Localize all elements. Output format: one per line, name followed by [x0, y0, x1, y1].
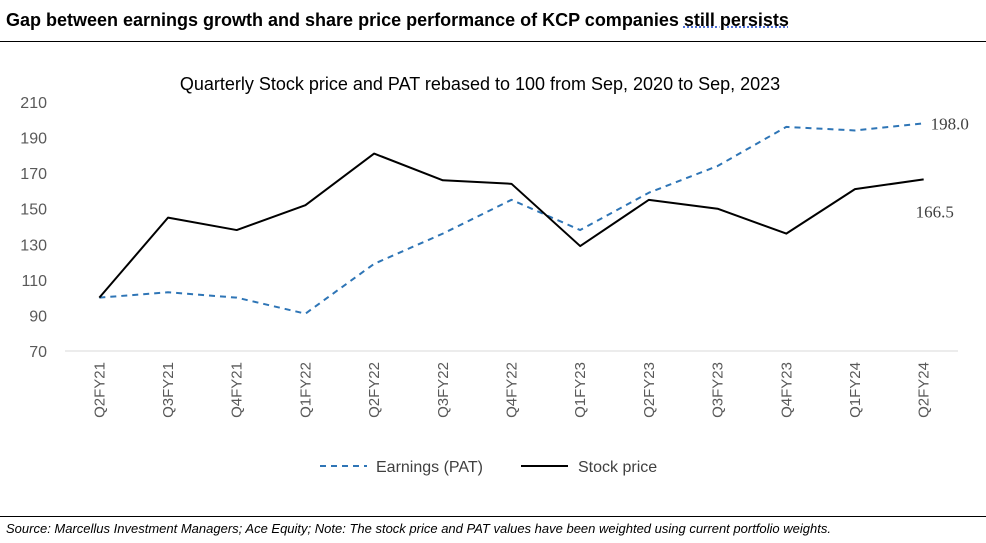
- x-tick-label: Q4FY23: [778, 362, 795, 418]
- y-tick-label: 90: [29, 308, 47, 325]
- chart-title: Quarterly Stock price and PAT rebased to…: [180, 74, 780, 94]
- y-tick-label: 190: [20, 131, 47, 148]
- x-tick-label: Q1FY22: [297, 362, 314, 418]
- top-divider: [0, 41, 986, 42]
- series-line: [99, 122, 924, 315]
- x-tick-label: Q4FY22: [504, 362, 521, 418]
- y-tick-label: 170: [20, 166, 47, 183]
- x-axis-ticks: Q2FY21 Q3FY21 Q4FY21 Q1FY22 Q2FY22 Q3FY22 Q4FY…: [91, 362, 932, 418]
- x-tick-label: Q2FY22: [366, 362, 383, 418]
- legend-label: Earnings (PAT): [376, 459, 483, 476]
- series-end-label: 166.5: [916, 202, 954, 221]
- legend-label: Stock price: [578, 459, 657, 476]
- y-tick-label: 70: [29, 344, 47, 361]
- x-tick-label: Q3FY22: [435, 362, 452, 418]
- headline: Gap between earnings growth and share pr…: [6, 10, 789, 31]
- end-labels: 198.0 166.5: [916, 114, 969, 221]
- x-tick-label: Q1FY24: [847, 362, 864, 418]
- legend: Earnings (PAT) Stock price: [320, 459, 657, 476]
- y-axis-ticks: 70 90 110 130 150 170 190 210: [20, 95, 47, 361]
- series-line: [98, 152, 924, 299]
- x-tick-label: Q2FY24: [916, 362, 933, 418]
- y-tick-label: 210: [20, 95, 47, 112]
- x-tick-label: Q1FY23: [572, 362, 589, 418]
- x-tick-label: Q4FY21: [229, 362, 246, 418]
- x-tick-label: Q3FY21: [160, 362, 177, 418]
- headline-emphasis: still persists: [683, 10, 789, 30]
- line-chart: Quarterly Stock price and PAT rebased to…: [20, 74, 969, 476]
- y-tick-label: 150: [20, 202, 47, 219]
- series-group: [98, 122, 924, 315]
- x-tick-label: Q2FY23: [641, 362, 658, 418]
- y-tick-label: 110: [21, 273, 47, 290]
- x-tick-label: Q3FY23: [710, 362, 727, 418]
- x-tick-label: Q2FY21: [91, 362, 108, 418]
- bottom-divider: [0, 516, 986, 517]
- source-note: Source: Marcellus Investment Managers; A…: [6, 521, 831, 536]
- series-end-label: 198.0: [931, 114, 969, 133]
- y-tick-label: 130: [20, 237, 47, 254]
- headline-main: Gap between earnings growth and share pr…: [6, 10, 684, 30]
